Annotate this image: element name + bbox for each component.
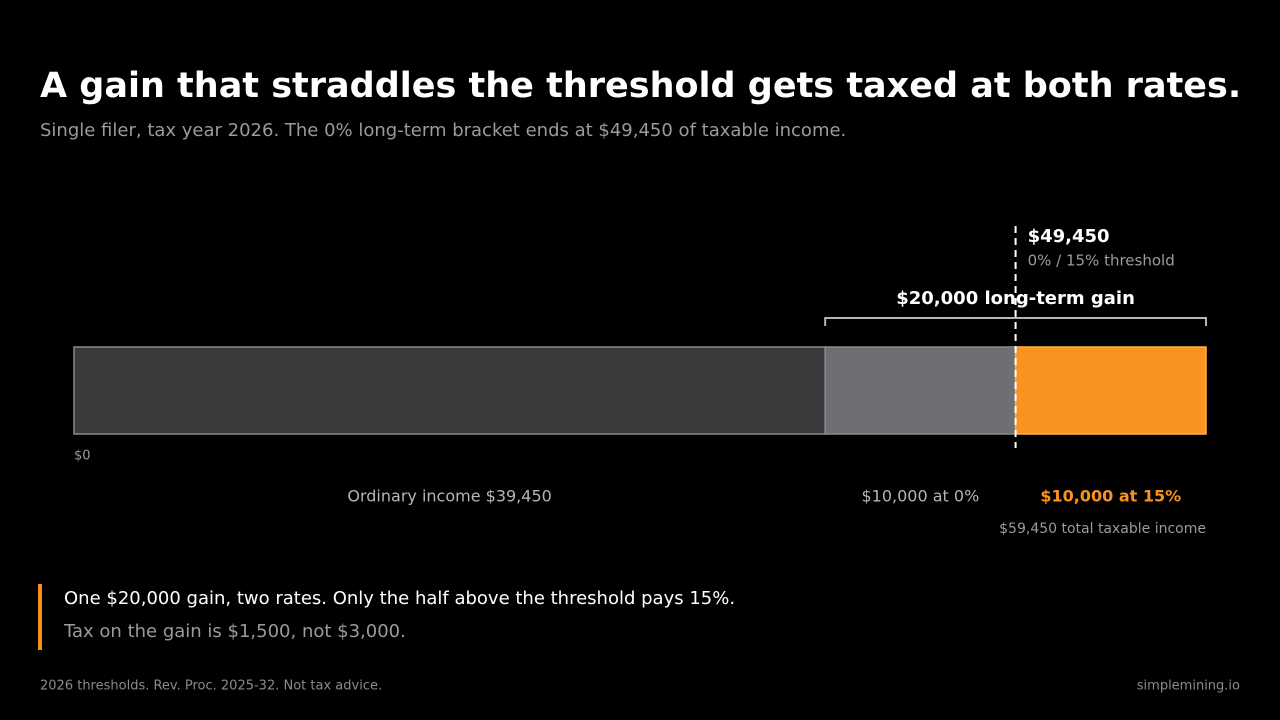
bar-segment [1014,346,1207,435]
callout-accent [38,584,42,650]
footer-brand: simplemining.io [1137,679,1240,694]
segment-label: $10,000 at 15% [1040,487,1181,506]
callout-detail: Tax on the gain is $1,500, not $3,000. [63,621,406,642]
total-label: $59,450 total taxable income [999,521,1206,537]
callout-headline: One $20,000 gain, two rates. Only the ha… [64,588,735,609]
bar-segment [73,346,826,435]
x-tick-label: $0 [74,449,91,464]
bracket [824,317,1207,326]
chart-title: A gain that straddles the threshold gets… [40,66,1241,106]
segment-label: Ordinary income $39,450 [347,487,551,506]
threshold-note: 0% / 15% threshold [1028,252,1175,270]
chart-subtitle: Single filer, tax year 2026. The 0% long… [40,120,846,141]
segment-label: $10,000 at 0% [861,487,979,506]
footer-source: 2026 thresholds. Rev. Proc. 2025-32. Not… [40,679,382,694]
bar-segment [824,346,1017,435]
threshold-label: $49,450 [1028,226,1110,247]
